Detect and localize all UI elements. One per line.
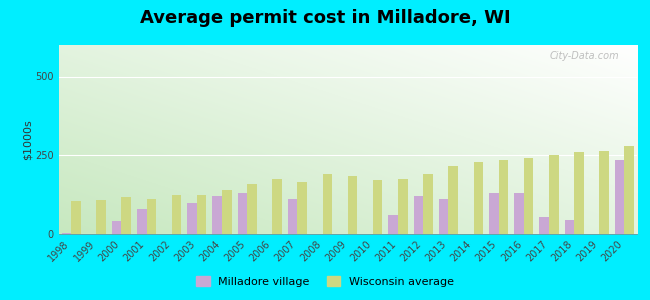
Bar [213,196,222,234]
Bar [112,221,122,234]
Bar [615,160,625,234]
Bar [423,173,433,234]
Bar [62,233,71,234]
Text: Average permit cost in Milladore, WI: Average permit cost in Milladore, WI [140,9,510,27]
Bar [524,158,534,234]
Y-axis label: $1000s: $1000s [22,119,32,160]
Bar [348,176,358,234]
Bar [599,151,609,234]
Bar [565,220,574,234]
Bar [439,199,448,234]
Bar [288,199,298,234]
Bar [187,202,197,234]
Bar [298,182,307,234]
Bar [96,200,106,234]
Text: City-Data.com: City-Data.com [550,51,619,61]
Bar [272,179,282,234]
Bar [322,174,332,234]
Bar [137,209,146,234]
Bar [574,152,584,234]
Bar [625,146,634,234]
Bar [549,154,558,234]
Bar [398,179,408,234]
Bar [499,160,508,234]
Bar [514,193,524,234]
Bar [197,195,207,234]
Bar [473,162,483,234]
Bar [122,197,131,234]
Bar [373,180,382,234]
Bar [448,166,458,234]
Bar [238,193,247,234]
Bar [172,195,181,234]
Bar [71,201,81,234]
Bar [489,193,499,234]
Bar [222,190,231,234]
Bar [540,217,549,234]
Bar [413,196,423,234]
Legend: Milladore village, Wisconsin average: Milladore village, Wisconsin average [192,272,458,291]
Bar [389,215,398,234]
Bar [146,199,156,234]
Bar [247,184,257,234]
